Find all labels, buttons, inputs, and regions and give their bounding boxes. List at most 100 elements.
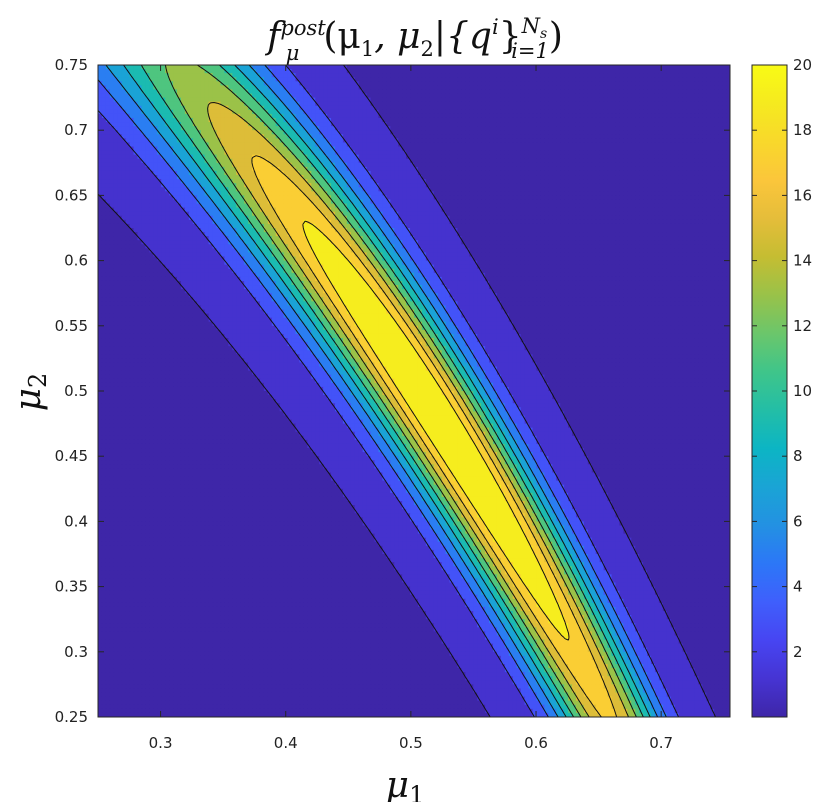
contour-cell	[560, 175, 565, 180]
contour-cell	[375, 69, 380, 74]
contour-cell	[635, 175, 640, 180]
contour-cell	[651, 151, 656, 156]
contour-cell	[276, 187, 281, 192]
contour-cell	[292, 106, 297, 111]
contour-cell	[473, 77, 478, 82]
contour-cell	[596, 89, 601, 94]
contour-cell	[299, 114, 304, 119]
contour-cell	[394, 118, 399, 123]
contour-cell	[722, 106, 727, 111]
contour-cell	[141, 73, 146, 78]
contour-cell	[138, 183, 143, 188]
contour-cell	[327, 126, 332, 131]
contour-cell	[418, 126, 423, 131]
contour-cell	[722, 159, 727, 164]
contour-cell	[623, 159, 628, 164]
contour-cell	[347, 102, 352, 107]
contour-cell	[505, 130, 510, 135]
contour-cell	[675, 89, 680, 94]
contour-cell	[422, 126, 427, 131]
contour-cell	[402, 98, 407, 103]
contour-cell	[675, 151, 680, 156]
contour-cell	[355, 171, 360, 176]
contour-cell	[197, 81, 202, 86]
contour-cell	[430, 98, 435, 103]
contour-cell	[430, 106, 435, 111]
contour-cell	[643, 155, 648, 160]
contour-cell	[600, 73, 605, 78]
contour-cell	[651, 155, 656, 160]
contour-cell	[461, 155, 466, 160]
contour-cell	[106, 102, 111, 107]
contour-cell	[473, 151, 478, 156]
contour-cell	[533, 171, 538, 176]
contour-cell	[584, 171, 589, 176]
contour-cell	[667, 147, 672, 152]
contour-cell	[683, 159, 688, 164]
contour-cell	[153, 167, 158, 172]
contour-cell	[102, 110, 107, 115]
contour-cell	[240, 142, 245, 147]
contour-cell	[691, 110, 696, 115]
contour-cell	[485, 122, 490, 127]
contour-cell	[410, 77, 415, 82]
contour-cell	[529, 118, 534, 123]
contour-cell	[505, 126, 510, 131]
contour-cell	[457, 138, 462, 143]
contour-cell	[323, 159, 328, 164]
contour-cell	[461, 171, 466, 176]
contour-cell	[497, 175, 502, 180]
contour-cell	[509, 134, 514, 139]
contour-cell	[631, 151, 636, 156]
contour-cell	[584, 175, 589, 180]
contour-cell	[102, 73, 107, 78]
contour-cell	[311, 159, 316, 164]
contour-cell	[584, 65, 589, 70]
contour-cell	[402, 159, 407, 164]
contour-cell	[141, 138, 146, 143]
contour-cell	[671, 151, 676, 156]
contour-cell	[600, 187, 605, 192]
contour-cell	[292, 118, 297, 123]
contour-cell	[683, 142, 688, 147]
contour-cell	[252, 130, 257, 135]
contour-cell	[418, 130, 423, 135]
contour-cell	[588, 126, 593, 131]
contour-cell	[691, 134, 696, 139]
contour-cell	[213, 98, 218, 103]
contour-cell	[406, 89, 411, 94]
contour-cell	[485, 81, 490, 86]
contour-cell	[564, 85, 569, 90]
contour-cell	[181, 118, 186, 123]
contour-cell	[687, 98, 692, 103]
contour-cell	[114, 65, 119, 70]
contour-cell	[465, 94, 470, 99]
contour-cell	[363, 171, 368, 176]
contour-cell	[521, 175, 526, 180]
contour-cell	[240, 187, 245, 192]
contour-cell	[663, 163, 668, 168]
contour-cell	[173, 81, 178, 86]
contour-cell	[556, 73, 561, 78]
contour-cell	[477, 77, 482, 82]
contour-cell	[296, 163, 301, 168]
contour-cell	[675, 102, 680, 107]
contour-cell	[149, 151, 154, 156]
contour-cell	[667, 89, 672, 94]
contour-cell	[288, 81, 293, 86]
contour-cell	[252, 118, 257, 123]
contour-cell	[694, 187, 699, 192]
contour-cell	[327, 130, 332, 135]
contour-cell	[130, 191, 135, 196]
contour-cell	[572, 147, 577, 152]
contour-cell	[134, 183, 139, 188]
contour-cell	[580, 102, 585, 107]
contour-cell	[552, 179, 557, 184]
contour-cell	[604, 159, 609, 164]
contour-cell	[671, 81, 676, 86]
contour-cell	[615, 171, 620, 176]
contour-cell	[450, 155, 455, 160]
contour-cell	[181, 134, 186, 139]
contour-cell	[588, 94, 593, 99]
contour-cell	[418, 94, 423, 99]
